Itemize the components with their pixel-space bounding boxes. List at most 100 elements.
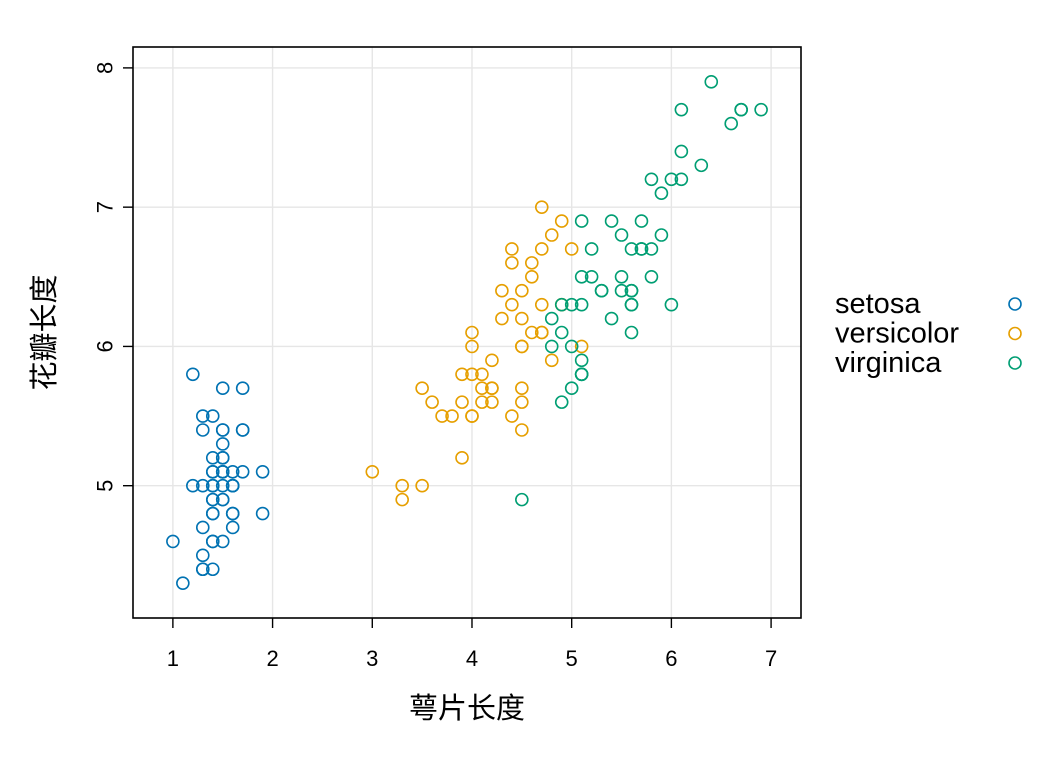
data-point-setosa: [225, 478, 240, 493]
data-point-versicolor: [574, 339, 589, 354]
data-point-versicolor: [515, 283, 529, 298]
data-point-virginica: [624, 297, 639, 312]
data-point-setosa: [205, 534, 220, 549]
data-point-setosa: [176, 576, 190, 590]
data-point-versicolor: [475, 381, 489, 396]
y-tick-label: 8: [93, 62, 118, 74]
data-point-virginica: [624, 325, 639, 340]
data-point-setosa: [215, 381, 230, 396]
data-point-versicolor: [525, 256, 539, 270]
data-point-versicolor: [475, 367, 489, 382]
data-point-virginica: [634, 242, 649, 256]
data-point-virginica: [644, 242, 659, 256]
data-point-versicolor: [534, 297, 549, 312]
data-point-virginica: [574, 367, 589, 382]
data-point-versicolor: [465, 339, 479, 354]
legend-label-setosa: setosa: [835, 288, 921, 320]
data-point-virginica: [554, 297, 569, 312]
data-point-virginica: [584, 242, 599, 256]
data-point-versicolor: [525, 269, 539, 284]
axis-ticks: 1 2 3 4 5 6 7 5 6 7 8: [93, 62, 778, 671]
data-point-versicolor: [455, 367, 469, 382]
data-point-versicolor: [505, 297, 519, 312]
data-point-virginica: [604, 214, 619, 228]
x-tick-label: 3: [366, 646, 378, 671]
x-tick-label: 1: [167, 646, 179, 671]
data-point-setosa: [215, 478, 230, 493]
data-point-versicolor: [395, 492, 409, 507]
y-tick-label: 7: [93, 201, 118, 213]
data-point-versicolor: [455, 451, 469, 465]
legend-marker-versicolor: [1008, 326, 1022, 341]
legend-marker-virginica: [1008, 356, 1022, 370]
data-point-virginica: [644, 172, 659, 187]
data-point-virginica: [554, 325, 569, 340]
data-point-versicolor: [465, 325, 479, 340]
data-point-setosa: [195, 548, 210, 563]
data-point-versicolor: [475, 395, 489, 409]
data-point-versicolor: [564, 242, 579, 256]
data-point-setosa: [225, 464, 240, 479]
data-point-versicolor: [485, 353, 499, 368]
data-point-versicolor: [415, 478, 429, 493]
y-axis-title: 花瓣长度: [27, 274, 61, 390]
y-tick-label: 5: [93, 480, 118, 492]
data-point-versicolor: [445, 409, 459, 423]
data-point-virginica: [624, 242, 639, 256]
data-point-virginica: [694, 158, 709, 173]
data-point-setosa: [195, 409, 210, 423]
data-point-virginica: [664, 172, 679, 187]
data-point-setosa: [215, 492, 230, 507]
data-point-virginica: [674, 172, 689, 187]
data-point-virginica: [574, 269, 589, 284]
data-point-setosa: [186, 478, 200, 493]
legend-label-virginica: virginica: [835, 347, 942, 379]
data-point-virginica: [594, 283, 609, 298]
data-point-setosa: [255, 506, 270, 521]
data-point-versicolor: [515, 423, 529, 437]
data-point-virginica: [754, 102, 768, 117]
x-tick-label: 5: [566, 646, 578, 671]
data-point-setosa: [195, 520, 210, 535]
data-point-versicolor: [495, 311, 509, 326]
data-point-setosa: [195, 562, 210, 577]
data-point-versicolor: [515, 395, 529, 409]
data-point-virginica: [734, 102, 748, 117]
data-point-virginica: [574, 353, 589, 368]
data-point-virginica: [584, 269, 599, 284]
data-point-setosa: [205, 562, 220, 577]
data-point-virginica: [614, 228, 629, 242]
x-axis-title: 萼片长度: [409, 691, 525, 725]
data-point-versicolor: [525, 325, 539, 340]
grid-lines: [133, 47, 801, 618]
data-point-versicolor: [455, 395, 469, 409]
data-point-versicolor: [534, 200, 549, 214]
data-point-virginica: [604, 311, 619, 326]
data-point-versicolor: [395, 478, 409, 493]
data-point-versicolor: [495, 283, 509, 298]
data-point-versicolor: [544, 353, 559, 368]
y-tick-label: 6: [93, 340, 118, 352]
x-tick-label: 4: [466, 646, 478, 671]
legend-label-versicolor: versicolor: [835, 318, 959, 350]
data-point-virginica: [614, 283, 629, 298]
data-point-versicolor: [554, 214, 569, 228]
data-point-setosa: [195, 423, 210, 437]
data-point-virginica: [654, 228, 669, 242]
data-point-setosa: [235, 464, 250, 479]
data-point-versicolor: [415, 381, 429, 396]
data-point-virginica: [674, 144, 689, 159]
data-point-versicolor: [435, 409, 449, 423]
data-point-setosa: [205, 464, 220, 479]
data-point-setosa: [215, 534, 230, 549]
data-point-setosa: [235, 381, 250, 396]
data-point-versicolor: [505, 242, 519, 256]
data-point-virginica: [674, 102, 689, 117]
data-point-virginica: [574, 214, 589, 228]
data-point-versicolor: [485, 381, 499, 396]
data-point-setosa: [215, 423, 230, 437]
data-point-virginica: [704, 75, 719, 89]
data-point-setosa: [205, 478, 220, 493]
data-point-setosa: [225, 520, 240, 535]
data-point-setosa: [255, 464, 270, 479]
